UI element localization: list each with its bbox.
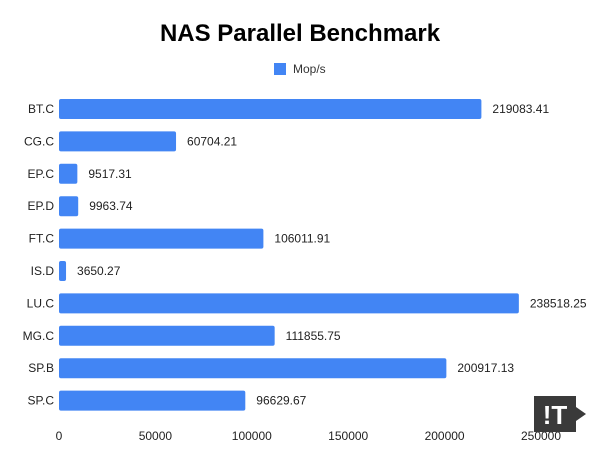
x-tick-label: 0 xyxy=(56,429,63,443)
category-label: SP.C xyxy=(28,394,55,408)
category-label: MG.C xyxy=(23,329,55,343)
category-label: EP.C xyxy=(28,167,55,181)
value-label: 60704.21 xyxy=(187,134,237,148)
legend-label: Mop/s xyxy=(293,62,326,76)
bar xyxy=(59,261,67,281)
value-label: 3650.27 xyxy=(77,264,121,278)
x-tick-label: 50000 xyxy=(139,429,173,443)
value-label: 111855.75 xyxy=(286,329,341,343)
bar xyxy=(59,131,177,152)
category-label: FT.C xyxy=(29,232,55,246)
bar xyxy=(59,163,78,184)
category-label: EP.D xyxy=(28,199,55,213)
x-axis: 0 50000 100000 150000 200000 250000 xyxy=(56,429,562,443)
chart-title: NAS Parallel Benchmark xyxy=(160,20,441,47)
x-tick-label: 150000 xyxy=(328,429,368,443)
value-label: 219083.41 xyxy=(492,102,549,116)
legend: Mop/s xyxy=(274,62,326,76)
value-label: 238518.25 xyxy=(530,296,587,310)
x-tick-label: 250000 xyxy=(521,429,561,443)
bar xyxy=(59,293,519,314)
category-label: LU.C xyxy=(27,296,55,310)
category-label: CG.C xyxy=(24,134,54,148)
bar xyxy=(59,390,246,411)
category-label: SP.B xyxy=(28,361,54,375)
bars-group: BT.C 219083.41 CG.C 60704.21 EP.C 9517.31 EP.D… xyxy=(23,99,587,411)
bar xyxy=(59,196,79,217)
watermark-box xyxy=(534,396,576,432)
watermark-arrow-icon xyxy=(576,407,586,421)
value-label: 9517.31 xyxy=(88,167,132,181)
value-label: 9963.74 xyxy=(89,199,133,213)
x-tick-label: 200000 xyxy=(425,429,465,443)
category-label: IS.D xyxy=(31,264,55,278)
x-tick-label: 100000 xyxy=(232,429,272,443)
legend-swatch xyxy=(274,63,286,75)
value-label: 200917.13 xyxy=(457,361,514,375)
category-label: BT.C xyxy=(28,102,54,116)
bar xyxy=(59,325,275,346)
value-label: 96629.67 xyxy=(256,394,306,408)
bar xyxy=(59,358,447,379)
value-label: 106011.91 xyxy=(274,232,330,246)
watermark-logo: !T xyxy=(534,396,586,432)
bar xyxy=(59,99,482,119)
watermark-text: !T xyxy=(543,400,568,430)
bar xyxy=(59,228,264,249)
